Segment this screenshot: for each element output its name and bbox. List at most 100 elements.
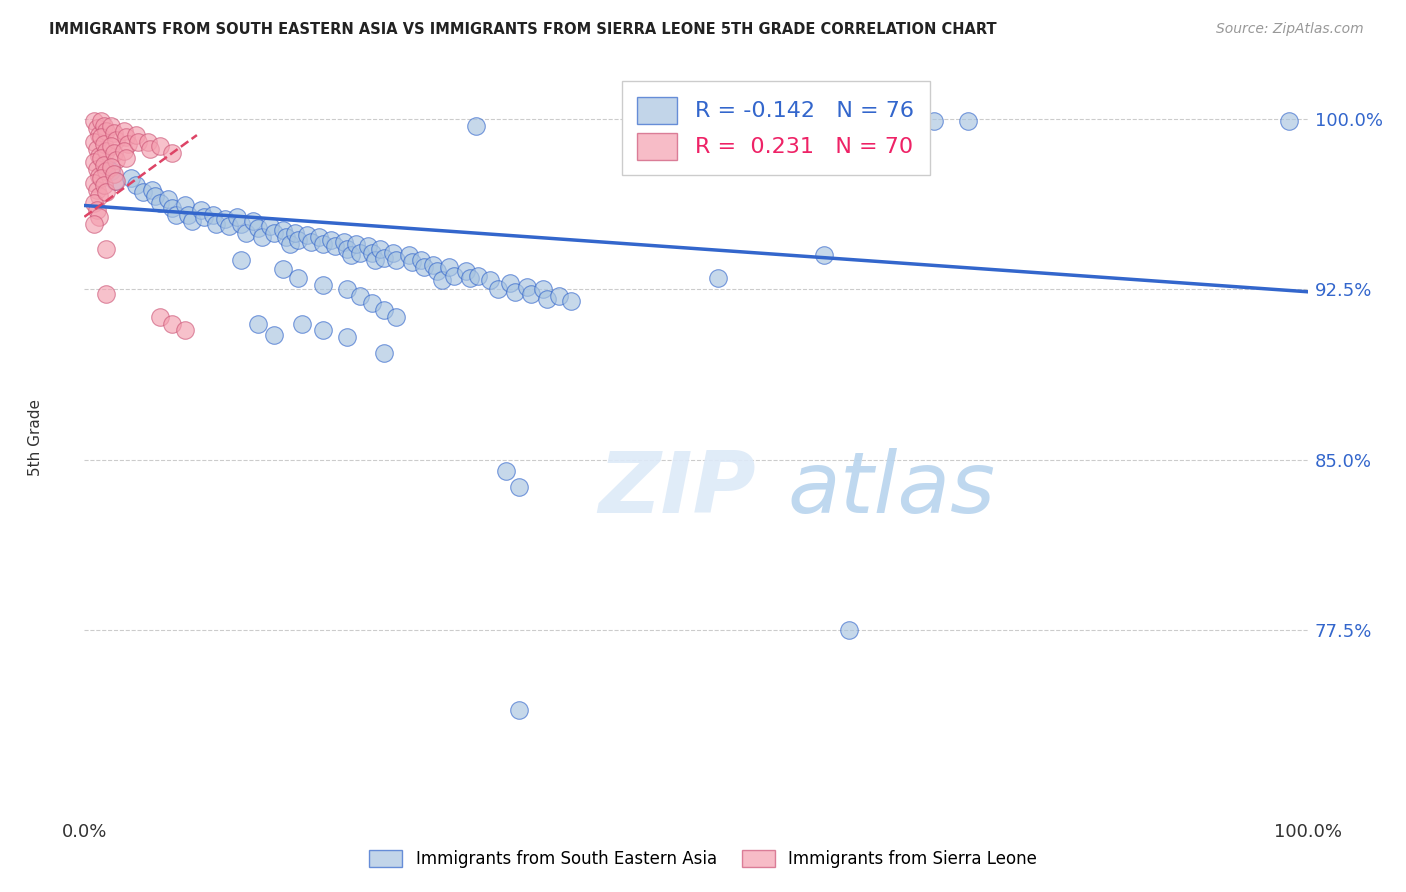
Point xyxy=(127,135,149,149)
Point xyxy=(398,248,420,262)
Point xyxy=(96,287,118,301)
Point xyxy=(87,189,110,203)
Point xyxy=(87,210,110,224)
Point xyxy=(336,242,359,256)
Point xyxy=(259,219,281,233)
Point xyxy=(162,317,184,331)
Point xyxy=(235,226,257,240)
Point xyxy=(464,119,486,133)
Point xyxy=(83,196,105,211)
Point xyxy=(93,158,115,172)
Point xyxy=(401,255,423,269)
Point xyxy=(141,183,163,197)
Point xyxy=(321,233,343,247)
Point xyxy=(93,137,115,152)
Point xyxy=(162,146,184,161)
Point xyxy=(548,289,571,303)
Point xyxy=(385,252,408,267)
Point xyxy=(125,128,148,142)
Point xyxy=(96,185,118,199)
Point xyxy=(93,178,115,192)
Point xyxy=(287,233,309,247)
Point xyxy=(422,258,444,272)
Point xyxy=(143,189,166,203)
Point xyxy=(323,239,346,253)
Point xyxy=(276,230,298,244)
Point xyxy=(284,226,307,240)
Point xyxy=(193,210,215,224)
Point xyxy=(271,262,294,277)
Point xyxy=(373,251,395,265)
Point xyxy=(201,208,224,222)
Text: Source: ZipAtlas.com: Source: ZipAtlas.com xyxy=(1216,22,1364,37)
Point xyxy=(336,330,359,344)
Point xyxy=(149,196,172,211)
Point xyxy=(430,273,453,287)
Point xyxy=(516,280,538,294)
Point xyxy=(250,230,273,244)
Point xyxy=(86,121,108,136)
Point xyxy=(336,283,359,297)
Point xyxy=(190,202,212,217)
Point xyxy=(263,226,285,240)
Point xyxy=(312,277,335,292)
Point xyxy=(96,144,118,158)
Point xyxy=(956,114,979,128)
Point xyxy=(162,201,184,215)
Point xyxy=(103,146,125,161)
Point xyxy=(136,135,159,149)
Point xyxy=(299,235,322,249)
Point xyxy=(508,702,530,716)
Point xyxy=(308,230,330,244)
Legend: R = -0.142   N = 76, R =  0.231   N = 70: R = -0.142 N = 76, R = 0.231 N = 70 xyxy=(621,81,929,175)
Point xyxy=(531,283,554,297)
Point xyxy=(349,289,371,303)
Point xyxy=(83,114,105,128)
Point xyxy=(112,144,135,158)
Point xyxy=(344,237,367,252)
Point xyxy=(467,268,489,283)
Point xyxy=(112,123,135,137)
Point xyxy=(100,139,122,153)
Point xyxy=(229,217,252,231)
Point xyxy=(312,323,335,337)
Point xyxy=(499,276,522,290)
Point xyxy=(381,246,404,260)
Point xyxy=(100,160,122,174)
Point xyxy=(520,287,543,301)
Point xyxy=(86,142,108,156)
Point xyxy=(560,293,582,308)
Point xyxy=(437,260,460,274)
Point xyxy=(86,162,108,177)
Point xyxy=(205,217,228,231)
Point xyxy=(93,119,115,133)
Point xyxy=(165,208,187,222)
Point xyxy=(105,173,128,187)
Point xyxy=(90,171,112,186)
Point xyxy=(503,285,526,299)
Point xyxy=(247,221,270,235)
Point xyxy=(413,260,436,274)
Point xyxy=(100,164,122,178)
Point xyxy=(96,123,118,137)
Point xyxy=(340,248,363,262)
Point xyxy=(86,183,108,197)
Point xyxy=(370,242,392,256)
Point xyxy=(332,235,354,249)
Point xyxy=(120,171,142,186)
Point xyxy=(291,317,314,331)
Point xyxy=(86,202,108,217)
Text: IMMIGRANTS FROM SOUTH EASTERN ASIA VS IMMIGRANTS FROM SIERRA LEONE 5TH GRADE COR: IMMIGRANTS FROM SOUTH EASTERN ASIA VS IM… xyxy=(49,22,997,37)
Point xyxy=(536,292,558,306)
Point xyxy=(838,623,860,637)
Point xyxy=(139,142,162,156)
Point xyxy=(83,135,105,149)
Point xyxy=(349,246,371,260)
Legend: Immigrants from South Eastern Asia, Immigrants from Sierra Leone: Immigrants from South Eastern Asia, Immi… xyxy=(363,843,1043,875)
Point xyxy=(105,153,128,167)
Point xyxy=(115,130,138,145)
Point xyxy=(173,198,195,212)
Point xyxy=(90,130,112,145)
Point xyxy=(149,139,172,153)
Point xyxy=(426,264,449,278)
